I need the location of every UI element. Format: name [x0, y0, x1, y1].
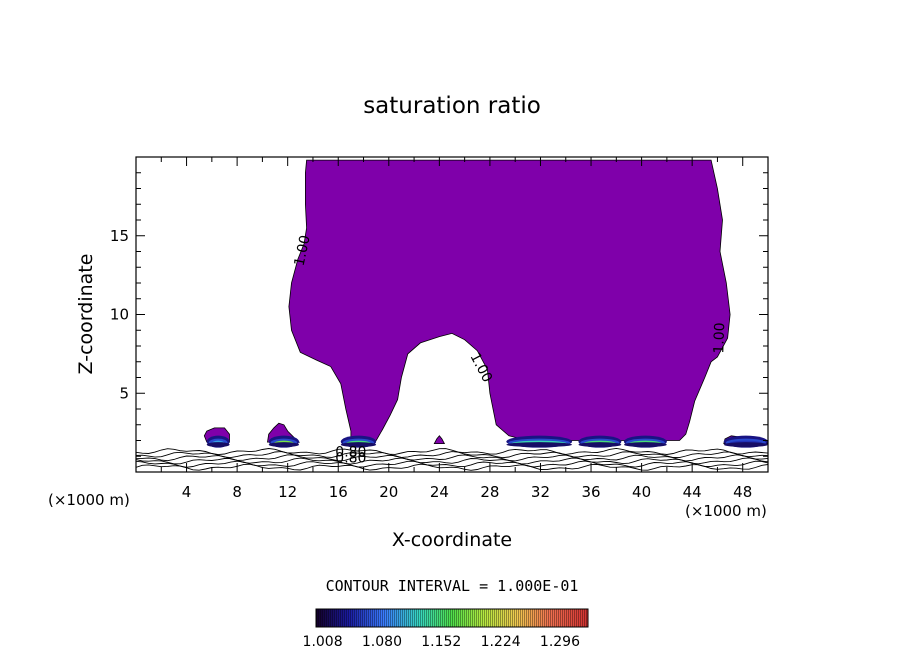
subsaturated-contour [136, 463, 768, 471]
x-axis-label: X-coordinate [392, 529, 512, 551]
cloud-base-patch [268, 435, 300, 448]
contour-label: 0.80 [335, 444, 366, 460]
colorbar-tick-label: 1.152 [421, 634, 461, 650]
cloud-region-supersaturated-cloud-mass [288, 159, 731, 441]
cloud-base-patch [578, 435, 622, 448]
subsaturated-contour [136, 454, 768, 462]
cloud-base-patch [623, 435, 667, 448]
cloud-fill-layer [203, 159, 768, 444]
x-unit-label-left: (×1000 m) [48, 491, 130, 509]
x-unit-label-right: (×1000 m) [685, 502, 767, 520]
cloud-region-small-cloud-24km [433, 435, 446, 444]
contour-interval-label: CONTOUR INTERVAL = 1.000E-01 [326, 577, 579, 595]
contour-label: 1.00 [711, 322, 728, 354]
subsaturated-contour [136, 457, 768, 465]
y-axis-ticks: 5 10 15 [110, 172, 768, 457]
contour-label: 1.00 [292, 234, 314, 268]
y-tick-label: 15 [110, 227, 129, 245]
colorbar-tick-label: 1.008 [303, 634, 343, 650]
cloud-base-patch [506, 435, 573, 448]
contour-labels: 1.001.001.000.800.80 [292, 234, 729, 467]
x-tick-label: 40 [632, 483, 651, 501]
cloud-base-patch [723, 435, 768, 448]
x-tick-label: 44 [683, 483, 702, 501]
x-tick-label: 48 [733, 483, 752, 501]
x-tick-label: 24 [430, 483, 449, 501]
y-axis-label: Z-coordinate [75, 254, 97, 375]
cloud-base-patch [206, 435, 230, 448]
x-tick-label: 4 [182, 483, 192, 501]
cloud-base-patch [340, 435, 377, 448]
contour-label: 0.80 [335, 451, 366, 467]
subsaturated-contour-lines [136, 447, 768, 471]
cloud-base-patches [206, 435, 768, 448]
colorbar-tick-labels: 1.008 1.080 1.152 1.224 1.296 [303, 634, 581, 650]
x-tick-label: 36 [581, 483, 600, 501]
colorbar-tick-label: 1.296 [540, 634, 580, 650]
x-tick-label: 16 [329, 483, 348, 501]
x-tick-label: 12 [278, 483, 297, 501]
subsaturated-contour [136, 447, 768, 456]
x-tick-label: 32 [531, 483, 550, 501]
x-tick-label: 20 [379, 483, 398, 501]
colorbar-tick-label: 1.080 [362, 634, 402, 650]
x-tick-label: 8 [232, 483, 242, 501]
subsaturated-contour [136, 451, 768, 459]
colorbar-tick-label: 1.224 [481, 634, 521, 650]
colorbar-frame [315, 608, 589, 628]
chart-title: saturation ratio [363, 93, 541, 119]
y-tick-label: 10 [110, 306, 129, 324]
colorbar-stripes [316, 609, 588, 627]
colorbar: 1.008 1.080 1.152 1.224 1.296 [303, 608, 589, 650]
x-axis-ticks: 4 8 12 16 20 24 28 32 36 40 44 48 [160, 157, 752, 501]
y-tick-label: 5 [119, 384, 129, 402]
x-tick-label: 28 [480, 483, 499, 501]
